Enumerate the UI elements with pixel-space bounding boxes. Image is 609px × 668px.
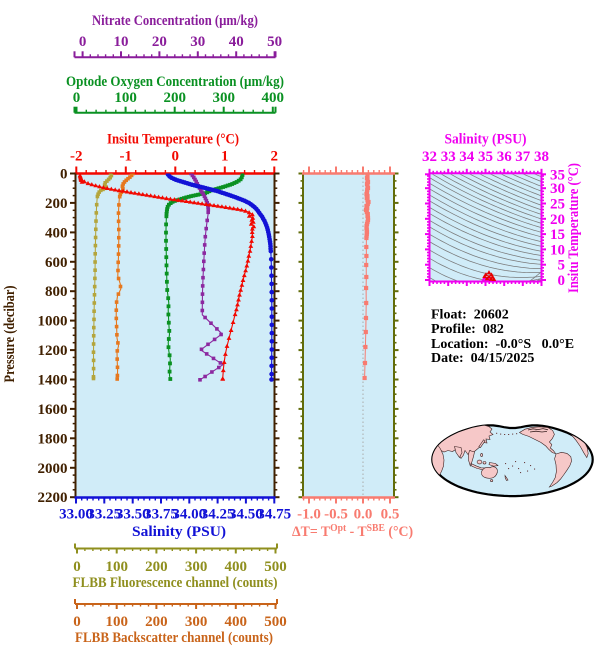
- svg-text:32: 32: [422, 149, 437, 165]
- svg-text:Salinity (PSU): Salinity (PSU): [132, 524, 226, 540]
- svg-text:10: 10: [114, 34, 129, 50]
- svg-text:40: 40: [229, 34, 244, 50]
- svg-text:34: 34: [459, 149, 475, 165]
- svg-text:34.50: 34.50: [229, 507, 263, 523]
- svg-text:30: 30: [190, 34, 205, 50]
- svg-text:34.00: 34.00: [172, 507, 206, 523]
- svg-text:400: 400: [225, 614, 248, 630]
- svg-text:100: 100: [105, 559, 128, 575]
- svg-text:Insitu Temperature (°C): Insitu Temperature (°C): [107, 132, 239, 148]
- svg-text:35: 35: [550, 167, 565, 183]
- svg-text:300: 300: [212, 90, 235, 106]
- svg-text:Optode Oxygen Concentration (µ: Optode Oxygen Concentration (µm/kg): [66, 74, 284, 90]
- svg-text:0: 0: [73, 90, 81, 106]
- svg-text:0: 0: [60, 167, 68, 183]
- svg-text:200: 200: [45, 196, 68, 212]
- svg-text:Location: -0.0°S 0.0°E: Location: -0.0°S 0.0°E: [431, 337, 574, 352]
- svg-text:1: 1: [221, 149, 229, 165]
- svg-text:33.75: 33.75: [144, 507, 178, 523]
- svg-text:1800: 1800: [38, 431, 68, 447]
- svg-text:1200: 1200: [38, 343, 68, 359]
- svg-text:1400: 1400: [38, 373, 68, 389]
- svg-text:33: 33: [441, 149, 456, 165]
- svg-text:0: 0: [172, 149, 180, 165]
- svg-text:30: 30: [550, 181, 565, 197]
- svg-text:200: 200: [145, 559, 168, 575]
- svg-text:10: 10: [550, 242, 565, 258]
- svg-text:0: 0: [73, 614, 81, 630]
- svg-text:FLBB Fluorescence channel (cou: FLBB Fluorescence channel (counts): [73, 575, 278, 591]
- svg-text:20: 20: [152, 34, 167, 50]
- svg-text:0: 0: [79, 34, 87, 50]
- svg-text:800: 800: [45, 284, 68, 300]
- svg-text:33.25: 33.25: [87, 507, 121, 523]
- svg-text:Date: 04/15/2025: Date: 04/15/2025: [431, 351, 534, 366]
- svg-text:-0.5: -0.5: [324, 507, 348, 523]
- svg-text:2200: 2200: [38, 490, 68, 506]
- svg-text:2000: 2000: [38, 461, 68, 477]
- svg-text:Profile: 082: Profile: 082: [431, 322, 504, 337]
- svg-text:0.5: 0.5: [381, 507, 400, 523]
- svg-text:Salinity (PSU): Salinity (PSU): [445, 132, 527, 148]
- svg-text:0: 0: [73, 559, 81, 575]
- svg-text:1600: 1600: [38, 402, 68, 418]
- svg-text:Pressure (decibar): Pressure (decibar): [2, 286, 18, 383]
- svg-text:Nitrate Concentration (µm/kg): Nitrate Concentration (µm/kg): [92, 13, 258, 29]
- svg-text:400: 400: [225, 559, 248, 575]
- svg-text:-1.0: -1.0: [297, 507, 321, 523]
- svg-text:100: 100: [114, 90, 137, 106]
- svg-text:600: 600: [45, 255, 68, 271]
- svg-text:34.75: 34.75: [257, 507, 291, 523]
- svg-text:FLBB Backscatter channel (coun: FLBB Backscatter channel (counts): [75, 630, 273, 646]
- svg-text:ΔT= TOpt - TSBE (°C): ΔT= TOpt - TSBE (°C): [292, 523, 413, 540]
- svg-text:Insitu Temperature (°C): Insitu Temperature (°C): [566, 163, 582, 293]
- svg-text:500: 500: [264, 614, 287, 630]
- svg-text:-2: -2: [70, 149, 83, 165]
- svg-text:400: 400: [262, 90, 285, 106]
- svg-text:100: 100: [105, 614, 128, 630]
- svg-text:0: 0: [558, 273, 566, 289]
- svg-text:5: 5: [558, 258, 566, 274]
- svg-text:35: 35: [478, 149, 493, 165]
- svg-text:33.00: 33.00: [59, 507, 93, 523]
- svg-text:300: 300: [185, 559, 208, 575]
- svg-text:38: 38: [534, 149, 549, 165]
- svg-text:50: 50: [267, 34, 282, 50]
- svg-text:34.25: 34.25: [201, 507, 235, 523]
- svg-text:200: 200: [163, 90, 186, 106]
- svg-text:33.50: 33.50: [116, 507, 150, 523]
- svg-text:300: 300: [185, 614, 208, 630]
- svg-text:20: 20: [550, 212, 565, 228]
- svg-text:200: 200: [145, 614, 168, 630]
- svg-text:2: 2: [271, 149, 279, 165]
- svg-text:500: 500: [264, 559, 287, 575]
- svg-text:15: 15: [550, 227, 565, 243]
- svg-text:36: 36: [497, 149, 513, 165]
- svg-text:0.0: 0.0: [354, 507, 373, 523]
- svg-text:400: 400: [45, 225, 68, 241]
- svg-text:25: 25: [550, 197, 565, 213]
- svg-text:1000: 1000: [38, 314, 68, 330]
- svg-text:-1: -1: [120, 149, 133, 165]
- svg-text:Float: 20602: Float: 20602: [431, 307, 509, 322]
- svg-text:37: 37: [515, 149, 531, 165]
